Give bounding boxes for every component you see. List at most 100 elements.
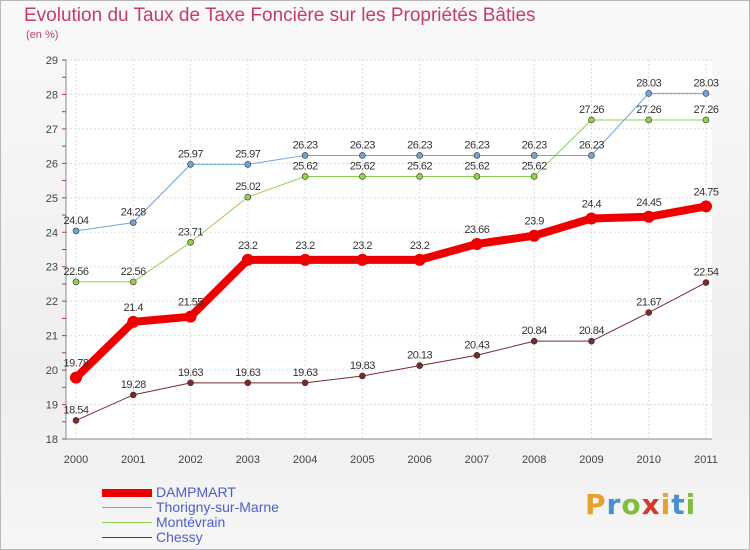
y-tick-label: 19: [46, 400, 58, 412]
x-tick-label: 2007: [465, 454, 489, 466]
data-label: 25.62: [464, 160, 489, 172]
legend-swatch: [102, 507, 152, 508]
data-label: 25.97: [235, 148, 260, 160]
data-point: [301, 173, 309, 180]
data-point: [301, 152, 309, 159]
x-tick-label: 2006: [407, 454, 431, 466]
data-label: 19.63: [178, 367, 203, 379]
data-label: 28.03: [636, 77, 661, 89]
logo-letter: t: [671, 488, 686, 521]
data-point: [473, 351, 481, 359]
y-tick-label: 29: [46, 55, 58, 67]
legend-swatch: [102, 489, 152, 497]
data-point: [301, 379, 309, 387]
y-tick-label: 22: [46, 296, 58, 308]
data-label: 23.71: [178, 226, 203, 238]
legend-label: Montévrain: [156, 514, 226, 530]
data-label: 21.4: [124, 302, 144, 314]
logo-letter: i: [660, 488, 672, 521]
data-label: 19.63: [235, 367, 260, 379]
plot-area: [66, 60, 712, 439]
data-label: 24.4: [582, 198, 602, 210]
data-point: [359, 173, 366, 180]
data-point: [470, 237, 483, 250]
data-point: [528, 229, 541, 242]
data-point: [645, 116, 653, 124]
y-tick-label: 21: [46, 331, 58, 343]
data-label: 20.84: [522, 325, 547, 337]
legend-swatch: [102, 522, 152, 523]
data-label: 22.54: [693, 267, 718, 279]
data-label: 25.62: [407, 160, 432, 172]
data-label: 19.78: [63, 358, 88, 370]
data-label: 25.62: [350, 160, 375, 172]
data-label: 20.13: [407, 350, 432, 362]
data-label: 25.62: [293, 160, 318, 172]
x-tick-label: 2005: [350, 454, 374, 466]
data-label: 27.26: [579, 104, 604, 116]
y-tick-label: 27: [46, 124, 58, 136]
data-point: [299, 253, 312, 266]
y-tick-label: 18: [46, 434, 58, 446]
data-label: 25.97: [178, 148, 203, 160]
data-point: [72, 278, 80, 286]
chart-title: Evolution du Taux de Taxe Foncière sur l…: [24, 5, 536, 26]
data-point: [72, 417, 80, 424]
data-label: 26.23: [522, 139, 547, 151]
data-point: [187, 238, 194, 246]
legend-label: DAMPMART: [156, 484, 236, 500]
data-point: [359, 152, 366, 159]
data-label: 26.23: [464, 139, 489, 151]
data-point: [530, 152, 538, 159]
data-point: [702, 279, 710, 286]
data-point: [241, 253, 254, 266]
legend-label: Thorigny-sur-Marne: [156, 499, 279, 515]
data-point: [129, 278, 137, 286]
data-point: [530, 173, 538, 180]
data-label: 24.75: [693, 186, 718, 198]
x-tick-label: 2002: [178, 454, 202, 466]
x-tick-label: 2010: [636, 454, 660, 466]
series-line: [72, 202, 710, 382]
data-label: 25.62: [522, 160, 547, 172]
data-point: [585, 212, 598, 225]
data-label: 22.56: [121, 266, 146, 278]
x-tick-label: 2003: [236, 454, 260, 466]
data-label: 26.23: [579, 139, 604, 151]
data-label: 21.55: [178, 297, 203, 309]
y-tick-label: 26: [46, 158, 58, 170]
data-point: [642, 210, 655, 223]
data-point: [129, 219, 137, 226]
logo-letter: i: [685, 488, 697, 521]
series-line: [75, 92, 707, 232]
y-tick-label: 23: [46, 262, 58, 274]
data-label: 25.02: [235, 181, 260, 193]
data-point: [588, 337, 595, 345]
y-tick-label: 25: [46, 193, 58, 205]
data-point: [72, 227, 80, 235]
series-line: [75, 119, 707, 283]
data-point: [356, 253, 369, 266]
chart-subtitle: (en %): [26, 29, 59, 41]
data-label: 19.83: [350, 360, 375, 372]
data-point: [187, 379, 194, 387]
y-tick-label: 20: [46, 365, 58, 377]
data-label: 23.2: [238, 240, 258, 252]
data-label: 24.28: [121, 207, 146, 219]
data-label: 19.28: [121, 379, 146, 391]
x-tick-label: 2004: [293, 454, 317, 466]
data-point: [416, 173, 423, 180]
logo-letter: r: [606, 488, 622, 521]
data-label: 24.04: [63, 215, 88, 227]
data-label: 27.26: [636, 104, 661, 116]
data-point: [530, 337, 538, 345]
data-point: [702, 116, 710, 124]
data-point: [473, 152, 481, 159]
data-label: 19.63: [293, 367, 318, 379]
data-label: 20.43: [464, 339, 489, 351]
legend-swatch: [102, 537, 152, 538]
y-tick-label: 24: [46, 227, 58, 239]
data-point: [244, 193, 252, 201]
data-point: [473, 173, 481, 180]
data-label: 26.23: [407, 139, 432, 151]
